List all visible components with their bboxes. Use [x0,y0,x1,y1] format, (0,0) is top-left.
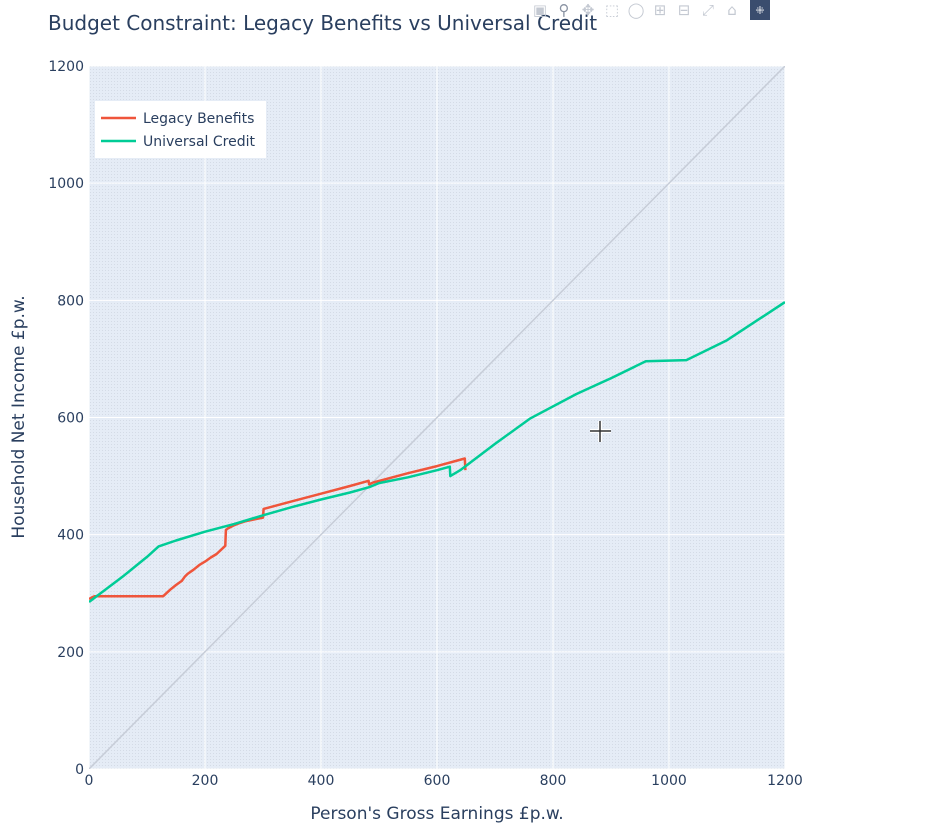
legend-box [95,101,266,158]
modebar: ▣ ⚲ ✥ ⬚ ◯ ⊞ ⊟ ⤢ ⌂ ⁜ [528,0,770,20]
lasso-select-icon[interactable]: ◯ [627,1,645,19]
autoscale-icon[interactable]: ⤢ [701,1,714,19]
crosshair-cursor-icon [590,421,611,442]
plotly-logo-icon[interactable]: ⁜ [750,0,770,20]
y-tick-labels: 0 200 400 600 800 1000 1200 [48,59,84,778]
legacy-benefits-line[interactable] [89,457,467,601]
legend[interactable]: Legacy Benefits Universal Credit [95,101,266,158]
y-tick-label: 200 [57,645,84,661]
x-tick-label: 0 [85,773,94,789]
series-lines [89,66,785,769]
x-tick-label: 1000 [651,773,687,789]
x-tick-label: 600 [424,773,451,789]
camera-icon[interactable]: ▣ [532,1,548,19]
reset-axes-icon[interactable]: ⌂ [727,1,737,19]
y-axis-title: Household Net Income £p.w. [9,295,29,538]
zoom-in-icon[interactable]: ⊞ [653,1,667,19]
x-tick-label: 800 [540,773,567,789]
y-tick-label: 400 [57,528,84,544]
x-tick-label: 1200 [767,773,803,789]
zoom-icon[interactable]: ⚲ [558,1,570,19]
universal-credit-line[interactable] [89,301,785,603]
y-tick-label: 1200 [48,59,84,75]
legend-label-legacy-benefits: Legacy Benefits [143,111,254,127]
x-tick-label: 200 [192,773,219,789]
x-tick-labels: 0 200 400 600 800 1000 1200 [85,773,803,789]
reference-45-degree-line[interactable] [89,66,785,769]
y-tick-label: 600 [57,411,84,427]
y-tick-label: 1000 [48,176,84,192]
y-tick-label: 0 [75,762,84,778]
pan-icon[interactable]: ✥ [581,1,595,19]
legend-label-universal-credit: Universal Credit [143,134,255,150]
x-axis-title: Person's Gross Earnings £p.w. [310,804,563,824]
zoom-out-icon[interactable]: ⊟ [677,1,691,19]
x-tick-label: 400 [308,773,335,789]
chart-title: Budget Constraint: Legacy Benefits vs Un… [48,11,597,35]
legend-item-legacy-benefits[interactable]: Legacy Benefits [101,111,254,127]
legend-item-universal-credit[interactable]: Universal Credit [101,134,255,150]
box-select-icon[interactable]: ⬚ [604,1,620,19]
y-tick-label: 800 [57,293,84,309]
